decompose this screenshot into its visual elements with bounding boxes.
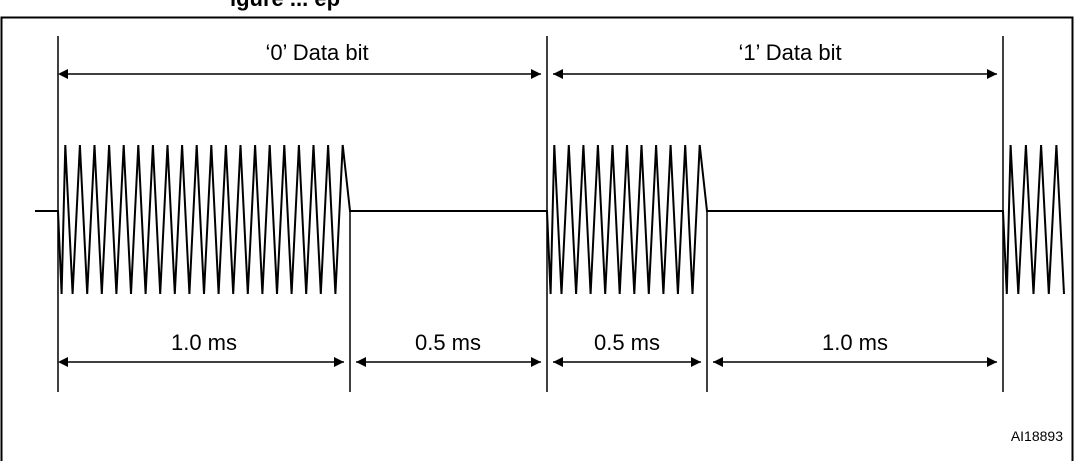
bit1-gap-duration: 1.0 ms <box>822 330 888 355</box>
bit0-span-arrow <box>58 69 541 79</box>
bit0-burst-arrow <box>58 357 344 367</box>
figure-reference: AI18893 <box>1011 428 1063 444</box>
bit0-burst-duration: 1.0 ms <box>171 330 237 355</box>
bit1-label: ‘1’ Data bit <box>738 40 841 65</box>
signal-waveform <box>35 144 1065 295</box>
bit1-burst-duration: 0.5 ms <box>594 330 660 355</box>
figure-title-fragment: igure ... ep <box>230 0 340 11</box>
bit1-gap-arrow <box>713 357 997 367</box>
bit1-burst-arrow <box>553 357 701 367</box>
bit0-label: ‘0’ Data bit <box>265 40 368 65</box>
diagram-frame <box>0 16 1074 461</box>
bit1-span-arrow <box>553 69 997 79</box>
bit0-gap-duration: 0.5 ms <box>415 330 481 355</box>
bit0-gap-arrow <box>356 357 541 367</box>
